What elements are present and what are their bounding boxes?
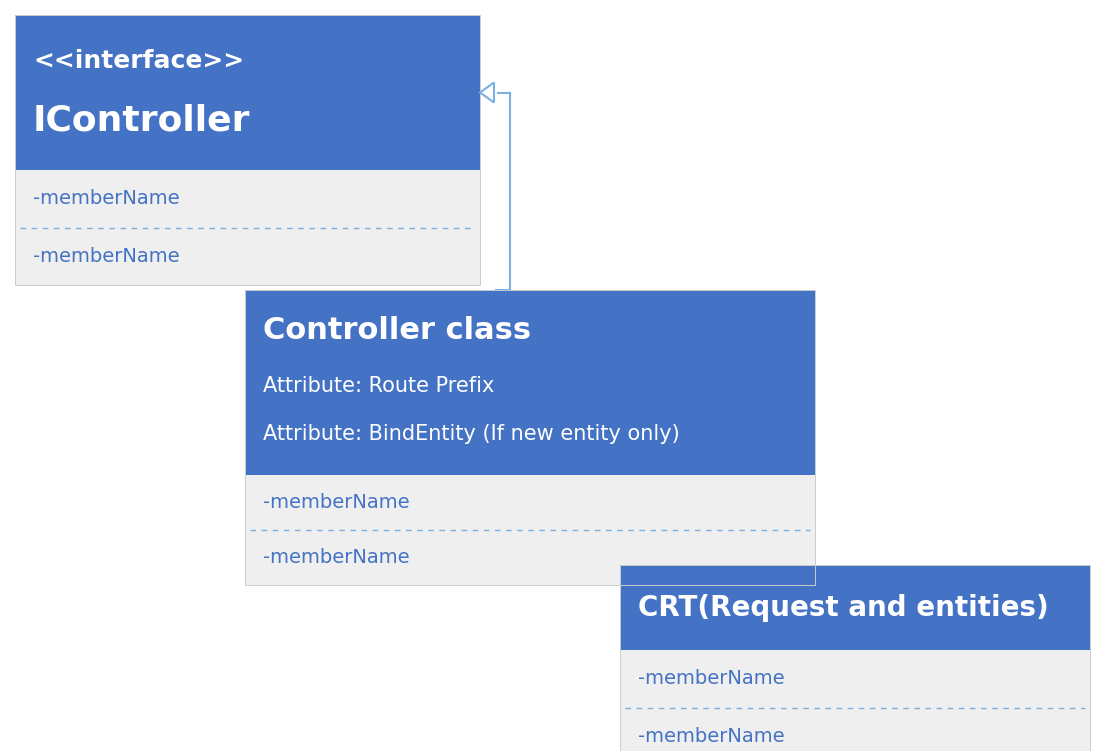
Polygon shape [480,83,494,102]
Text: Attribute: BindEntity (If new entity only): Attribute: BindEntity (If new entity onl… [263,424,679,445]
Bar [16,15,480,285]
Bar [245,290,815,475]
Bar [245,290,815,585]
Text: CRT(Request and entities): CRT(Request and entities) [638,593,1049,622]
Bar [245,475,815,585]
Text: Controller class: Controller class [263,316,531,345]
Text: -memberName: -memberName [638,727,784,746]
Text: -memberName: -memberName [33,189,179,208]
Bar [620,565,1090,650]
Text: IController: IController [33,104,250,137]
Bar [16,170,480,285]
Text: <<interface>>: <<interface>> [33,50,244,74]
Bar [16,15,480,170]
Text: Attribute: Route Prefix: Attribute: Route Prefix [263,376,494,397]
Bar [620,565,1090,751]
Text: -memberName: -memberName [263,493,410,512]
Bar [620,650,1090,751]
Text: -memberName: -memberName [638,669,784,688]
Text: -memberName: -memberName [263,548,410,567]
Text: -memberName: -memberName [33,247,179,266]
